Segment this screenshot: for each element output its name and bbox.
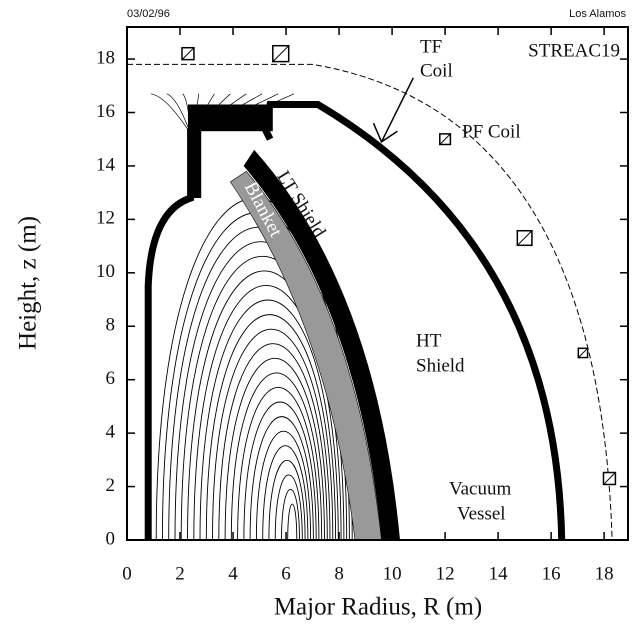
- annotation: Vacuum: [449, 478, 511, 499]
- flux-contour: [205, 314, 334, 541]
- y-tick-label: 2: [106, 475, 116, 496]
- flux-contour: [218, 343, 328, 541]
- x-tick-label: 2: [175, 563, 185, 584]
- flux-contour: [255, 431, 312, 541]
- flux-contour: [249, 416, 314, 541]
- vacuum-vessel: [261, 101, 566, 541]
- x-tick-label: 18: [595, 563, 614, 584]
- x-tick-label: 6: [281, 563, 291, 584]
- flux-contour: [268, 459, 306, 541]
- y-tick-label: 10: [96, 261, 115, 282]
- flux-contour: [262, 445, 309, 541]
- flux-contour: [237, 387, 320, 541]
- flux-contour: [274, 474, 303, 541]
- pf-coil-hatch: [181, 47, 195, 61]
- flux-contour: [224, 358, 325, 541]
- pf-coil-hatch: [272, 45, 290, 63]
- annotation: Shield: [416, 355, 465, 376]
- x-tick-label: 14: [489, 563, 509, 584]
- x-tick-label: 4: [228, 563, 238, 584]
- y-tick-label: 12: [96, 208, 115, 229]
- annotation: TF: [420, 36, 442, 57]
- tf-arrow: [372, 77, 414, 144]
- y-tick-label: 0: [106, 528, 116, 549]
- flux-contour: [212, 329, 331, 541]
- y-tick-label: 14: [96, 154, 116, 175]
- y-axis-label: Height, z (m): [15, 216, 42, 350]
- x-tick-label: 10: [383, 563, 402, 584]
- flux-contour: [287, 503, 298, 541]
- ht-shield: [243, 149, 400, 540]
- x-tick-label: 0: [122, 563, 132, 584]
- x-tick-label: 8: [334, 563, 344, 584]
- header-date: 03/02/96: [127, 8, 170, 20]
- annotation: HT: [416, 330, 442, 351]
- x-tick-label: 12: [436, 563, 455, 584]
- pf-coil-hatch: [516, 230, 533, 246]
- pf-coil-hatch: [439, 133, 451, 145]
- y-tick-label: 18: [96, 47, 115, 68]
- flux-contour: [243, 401, 317, 541]
- plot-frame: [126, 26, 629, 541]
- annotation: PF Coil: [462, 121, 521, 142]
- divertor-line: [150, 93, 191, 135]
- blanket: [229, 170, 382, 541]
- flux-contour: [193, 285, 339, 541]
- y-tick-label: 6: [106, 368, 116, 389]
- annotation: Vessel: [457, 503, 506, 524]
- cross-section: [127, 44, 617, 541]
- flux-contour: [281, 489, 300, 541]
- tf-coil: [127, 63, 613, 541]
- y-tick-label: 8: [106, 315, 116, 336]
- pf-coil-hatch: [577, 347, 588, 358]
- x-tick-label: 16: [542, 563, 561, 584]
- y-tick-label: 4: [106, 421, 116, 442]
- header-lab: Los Alamos: [569, 8, 626, 20]
- flux-contour: [230, 372, 323, 541]
- y-tick-label: 16: [96, 101, 115, 122]
- flux-contour: [199, 299, 337, 541]
- pf-coil-hatch: [603, 472, 616, 485]
- inner-wall: [144, 128, 195, 540]
- divertor-block: [195, 104, 273, 132]
- plot-title: STREAC19: [528, 40, 620, 61]
- annotation: Coil: [420, 60, 453, 81]
- divertor-block: [187, 104, 202, 198]
- x-axis-label: Major Radius, R (m): [274, 594, 482, 621]
